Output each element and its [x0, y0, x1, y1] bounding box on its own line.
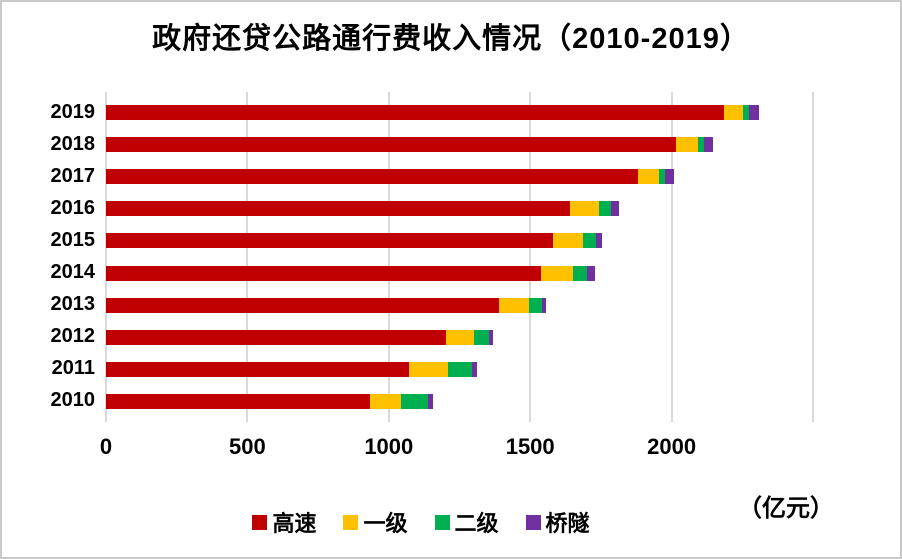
gridline-2500 — [812, 92, 814, 422]
x-tick-500: 500 — [229, 434, 266, 459]
bar-segment-2019-桥隧 — [749, 105, 759, 120]
legend-swatch-高速 — [252, 514, 268, 530]
year-label-2018: 2018 — [50, 132, 96, 155]
year-label-2011: 2011 — [51, 357, 95, 380]
bar-segment-2014-一级 — [540, 265, 574, 281]
bar-segment-2018-一级 — [676, 137, 699, 153]
gridline-1500 — [529, 92, 532, 422]
year-label-2010: 2010 — [50, 389, 96, 412]
bar-segment-2013-二级 — [529, 297, 543, 313]
bar-segment-2019-一级 — [724, 105, 744, 120]
year-label-2019: 2019 — [50, 100, 96, 123]
bar-segment-2013-高速 — [106, 297, 499, 313]
bar-segment-2015-高速 — [106, 233, 553, 249]
bar-segment-2013-桥隧 — [542, 297, 547, 313]
bar-segment-2012-高速 — [106, 329, 447, 345]
legend-label-一级: 一级 — [363, 511, 408, 536]
gridline-0 — [105, 92, 107, 422]
bar-row-2012 — [106, 329, 493, 345]
bar-segment-2017-二级 — [659, 169, 666, 185]
bar-segment-2016-二级 — [599, 201, 612, 217]
bar-segment-2015-桥隧 — [595, 233, 602, 249]
year-label-2012: 2012 — [50, 325, 96, 348]
bar-row-2015 — [106, 233, 602, 249]
bar-segment-2010-二级 — [400, 393, 428, 409]
legend-swatch-桥隧 — [525, 514, 541, 530]
bar-segment-2010-高速 — [106, 393, 371, 409]
bar-segment-2014-二级 — [573, 265, 587, 281]
year-label-2014: 2014 — [50, 261, 96, 283]
bar-row-2019 — [106, 105, 759, 120]
x-tick-1500: 1500 — [505, 434, 555, 459]
gridline-2000 — [670, 92, 673, 422]
year-label-2015: 2015 — [50, 228, 96, 251]
legend-item-桥隧: 桥隧 — [525, 506, 590, 538]
legend-item-一级: 一级 — [343, 506, 408, 538]
y-axis-labels: 2019 2018 2017 2016 2015 2014 2013 2012 2011 2010 — [20, 92, 98, 422]
bar-segment-2018-高速 — [106, 137, 677, 153]
x-tick-2000: 2000 — [647, 434, 697, 459]
bar-segment-2012-一级 — [446, 329, 475, 345]
bar-segment-2016-桥隧 — [611, 201, 619, 217]
x-tick-1000: 1000 — [364, 434, 414, 459]
plot-area — [105, 92, 892, 422]
bar-segment-2016-一级 — [570, 201, 600, 217]
year-label-2013: 2013 — [50, 293, 96, 316]
legend-swatch-二级 — [434, 514, 450, 530]
bar-segment-2017-一级 — [637, 169, 660, 185]
bar-row-2010 — [106, 393, 433, 409]
bar-segment-2012-桥隧 — [489, 329, 493, 345]
bar-segment-2013-一级 — [498, 297, 530, 313]
legend-item-高速: 高速 — [252, 506, 316, 538]
bar-segment-2011-二级 — [448, 361, 473, 377]
bar-segment-2016-高速 — [106, 201, 571, 217]
year-label-2016: 2016 — [50, 196, 96, 219]
bar-segment-2010-桥隧 — [427, 393, 433, 409]
legend-label-桥隧: 桥隧 — [545, 511, 590, 536]
chart-title: 政府还贷公路通行费收入情况（2010-2019） — [152, 23, 750, 55]
bar-segment-2014-高速 — [106, 265, 541, 281]
bar-segment-2015-二级 — [583, 233, 596, 249]
legend: 高速 一级 二级 桥隧 — [2, 506, 840, 538]
legend-item-二级: 二级 — [434, 506, 499, 538]
bar-segment-2015-一级 — [552, 233, 584, 249]
gridline-500 — [246, 92, 249, 422]
bar-row-2016 — [106, 201, 619, 217]
bar-segment-2018-桥隧 — [703, 137, 714, 153]
bar-segment-2017-桥隧 — [665, 169, 675, 185]
bar-segment-2019-二级 — [743, 105, 750, 120]
year-label-2017: 2017 — [50, 164, 96, 187]
legend-label-高速: 高速 — [272, 511, 317, 536]
bar-segment-2011-高速 — [106, 361, 409, 377]
bar-row-2018 — [106, 137, 714, 153]
bar-segment-2012-二级 — [474, 329, 490, 345]
axis-unit-label: （亿元） — [738, 495, 834, 522]
bar-segment-2011-桥隧 — [472, 361, 477, 377]
bar-segment-2014-桥隧 — [586, 265, 595, 281]
bar-row-2017 — [106, 169, 675, 185]
bar-row-2013 — [106, 297, 547, 313]
bar-segment-2019-高速 — [106, 105, 725, 120]
bar-segment-2010-一级 — [370, 393, 401, 409]
x-tick-0: 0 — [99, 434, 113, 459]
bar-segment-2011-一级 — [408, 361, 449, 377]
legend-swatch-一级 — [343, 514, 359, 530]
legend-label-二级: 二级 — [454, 511, 499, 536]
bar-segment-2018-二级 — [698, 137, 704, 153]
gridline-1000 — [387, 92, 390, 422]
bar-row-2014 — [106, 265, 595, 281]
bar-segment-2017-高速 — [106, 169, 638, 185]
x-axis-tick-labels: 0 500 1000 1500 2000 — [100, 434, 892, 462]
bar-row-2011 — [106, 361, 477, 377]
